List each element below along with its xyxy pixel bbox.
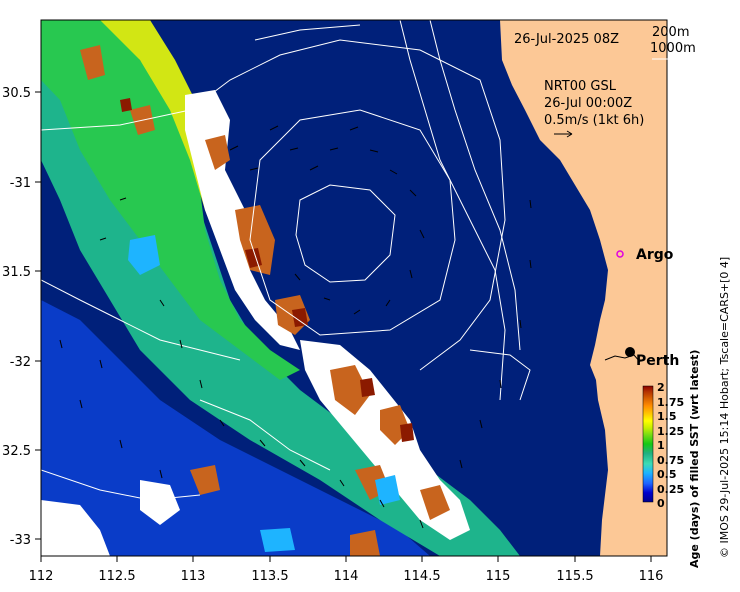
x-tick-label: 115 (486, 569, 511, 584)
green-band (41, 20, 300, 380)
colorbar-tick-label: 2 (657, 381, 665, 394)
y-tick-label: -31 (10, 176, 31, 191)
colorbar-tick-label: 0 (657, 497, 665, 510)
colorbar-tick-label: 0.25 (657, 483, 684, 496)
perth-river (604, 354, 641, 363)
y-tick-label: 30.5 (2, 86, 31, 101)
current-scale-label: 0.5m/s (1kt 6h) (544, 113, 644, 128)
colorbar-tick-label: 1 (657, 439, 665, 452)
x-tick-label: 114 (334, 569, 359, 584)
colorbar-ticks: 2 1.75 1.5 1.25 1 0.75 0.5 0.25 0 (657, 381, 684, 510)
current-source-label: NRT00 GSL (544, 79, 617, 94)
current-time-label: 26-Jul 00:00Z (544, 96, 632, 111)
perth-label: Perth (636, 353, 679, 369)
y-tick-label: 31.5 (2, 265, 31, 280)
colorbar-tick-label: 0.5 (657, 468, 677, 481)
argo-marker[interactable] (616, 250, 624, 258)
y-tick-label: 32.5 (2, 444, 31, 459)
darkred-patches (120, 98, 414, 442)
current-scale-arrowhead (566, 130, 573, 138)
x-axis: 112 112.5 113 113.5 114 114.5 115 115.5 … (29, 556, 664, 584)
colorbar-tick-label: 1.25 (657, 425, 684, 438)
credit-text: © IMOS 29-Jul-2025 15:14 Hobart; Tscale=… (718, 257, 731, 558)
contour-lines (41, 20, 531, 501)
map-plot (41, 20, 667, 556)
colorbar-title: Age (days) of filled SST (wrt latest) (688, 350, 701, 568)
land-area (500, 20, 667, 556)
cyan-patches (128, 235, 400, 552)
depth-1000-label: 1000m (650, 41, 696, 56)
colorbar-tick-label: 1.75 (657, 396, 684, 409)
depth-200-label: 200m (652, 25, 689, 40)
colorbar-tick-label: 0.75 (657, 454, 684, 467)
x-tick-label: 112 (29, 569, 54, 584)
current-vectors (59, 125, 532, 529)
x-tick-label: 112.5 (98, 569, 135, 584)
y-tick-label: -32 (10, 355, 31, 370)
argo-label: Argo (636, 247, 674, 263)
x-tick-label: 115.5 (556, 569, 593, 584)
shelf-blue-band (41, 300, 430, 556)
datetime-label: 26-Jul-2025 08Z (514, 32, 619, 47)
x-tick-label: 116 (639, 569, 664, 584)
x-tick-label: 114.5 (403, 569, 440, 584)
y-axis: 30.5 -31 31.5 -32 32.5 -33 (2, 86, 41, 548)
x-tick-label: 113.5 (251, 569, 288, 584)
plot-frame (40, 19, 668, 557)
colorbar-tick-label: 1.5 (657, 410, 677, 423)
perth-marker[interactable] (625, 347, 635, 357)
y-tick-label: -33 (10, 533, 31, 548)
x-tick-label: 113 (181, 569, 206, 584)
colorbar (642, 385, 654, 503)
